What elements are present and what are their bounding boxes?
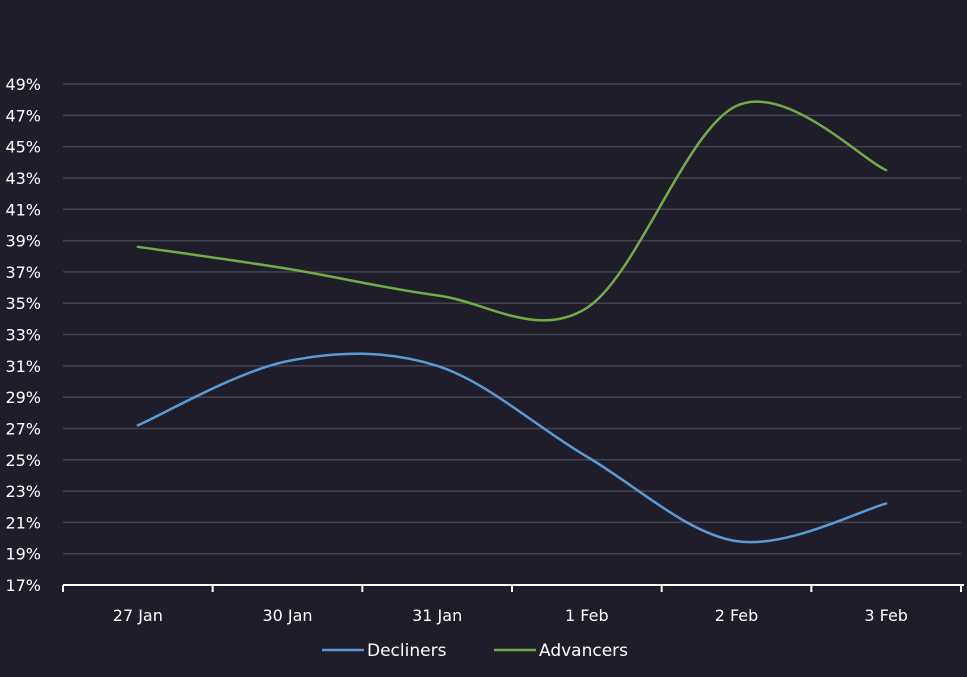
x-tick-label: 3 Feb [864,606,908,625]
x-tick-label: 2 Feb [715,606,759,625]
y-tick-label: 47% [5,106,41,125]
y-tick-label: 43% [5,169,41,188]
gridlines [63,83,961,555]
y-axis: 17% 19% 21% 23% 25% 27% 29% 31% 33% 35% 37% 39% 41% 4… [5,75,41,595]
x-tick-label: 27 Jan [113,606,163,625]
y-tick-label: 27% [5,419,41,438]
y-tick-label: 17% [5,576,41,595]
x-axis: 27 Jan 30 Jan 31 Jan 1 Feb 2 Feb 3 Feb [62,584,964,625]
y-tick-label: 41% [5,200,41,219]
y-tick-label: 31% [5,357,41,376]
y-tick-label: 49% [5,75,41,94]
y-tick-label: 37% [5,263,41,282]
y-tick-label: 39% [5,232,41,251]
y-tick-label: 29% [5,388,41,407]
series-lines [136,100,888,544]
y-tick-label: 23% [5,482,41,501]
legend-label: Decliners [367,641,447,661]
y-tick-label: 25% [5,451,41,470]
x-tick-label: 31 Jan [412,606,462,625]
series-line-advancers [136,100,888,322]
series-line-decliners [136,352,888,544]
y-tick-label: 21% [5,513,41,532]
legend: Decliners Advancers [322,641,628,661]
x-tick-label: 1 Feb [565,606,609,625]
y-tick-label: 35% [5,294,41,313]
legend-label: Advancers [539,641,628,661]
y-tick-label: 33% [5,326,41,345]
x-tick-label: 30 Jan [262,606,312,625]
y-tick-label: 45% [5,138,41,157]
y-tick-label: 19% [5,545,41,564]
